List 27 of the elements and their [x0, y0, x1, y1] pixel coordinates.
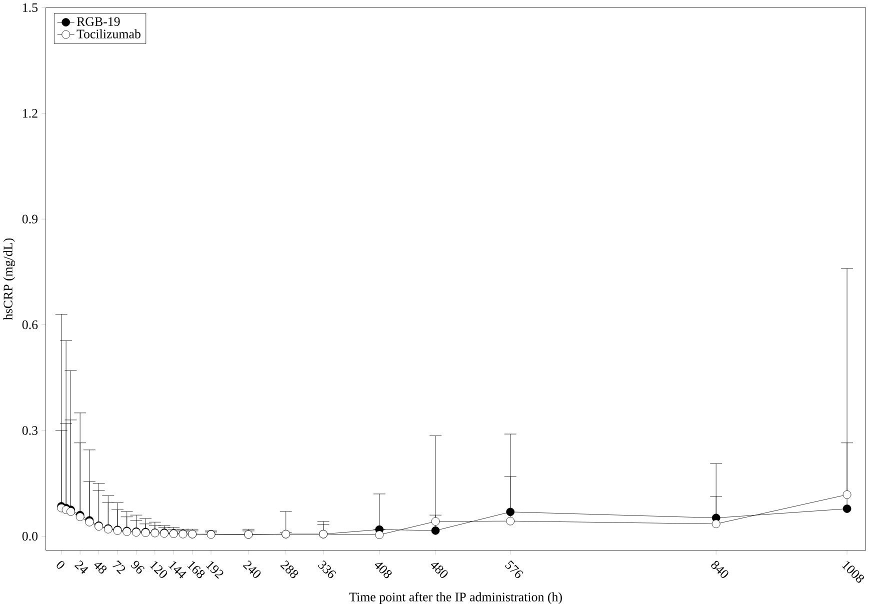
y-tick-label: 0.0: [22, 532, 38, 540]
x-tick-label: 408: [374, 562, 392, 578]
y-tick-label: 1.5: [23, 3, 38, 12]
y-tick-label: 0.9: [22, 214, 38, 224]
x-tick-label: 288: [280, 560, 298, 578]
y-tick-label: 0.3: [22, 426, 38, 435]
x-tick-label: 576: [504, 560, 524, 578]
x-tick-label: 168: [187, 561, 205, 578]
x-tick-label: 0: [56, 560, 64, 569]
legend-label: Tocilizumab: [76, 29, 140, 38]
x-axis-title: Time point after the IP administration (h): [349, 592, 562, 604]
x-tick-label: 192: [206, 561, 224, 579]
x-tick-label: 480: [430, 562, 448, 578]
x-tick-label: 72: [112, 560, 126, 574]
x-tick-label: 120: [150, 561, 168, 578]
x-tick-label: 48: [94, 562, 107, 574]
x-tick-label: 1008: [842, 561, 864, 583]
x-tick-label: 96: [130, 560, 145, 574]
x-tick-label: 840: [711, 560, 728, 578]
x-tick-label: 144: [168, 561, 186, 578]
y-tick-label: 1.2: [23, 108, 38, 118]
x-tick-label: 336: [318, 560, 336, 578]
y-axis-title: hsCRP (mg/dL): [3, 238, 16, 320]
x-tick-label: 24: [74, 560, 88, 574]
legend-label: RGB-19: [76, 17, 120, 26]
x-tick-label: 240: [242, 560, 261, 578]
y-tick-label: 0.6: [22, 320, 38, 330]
